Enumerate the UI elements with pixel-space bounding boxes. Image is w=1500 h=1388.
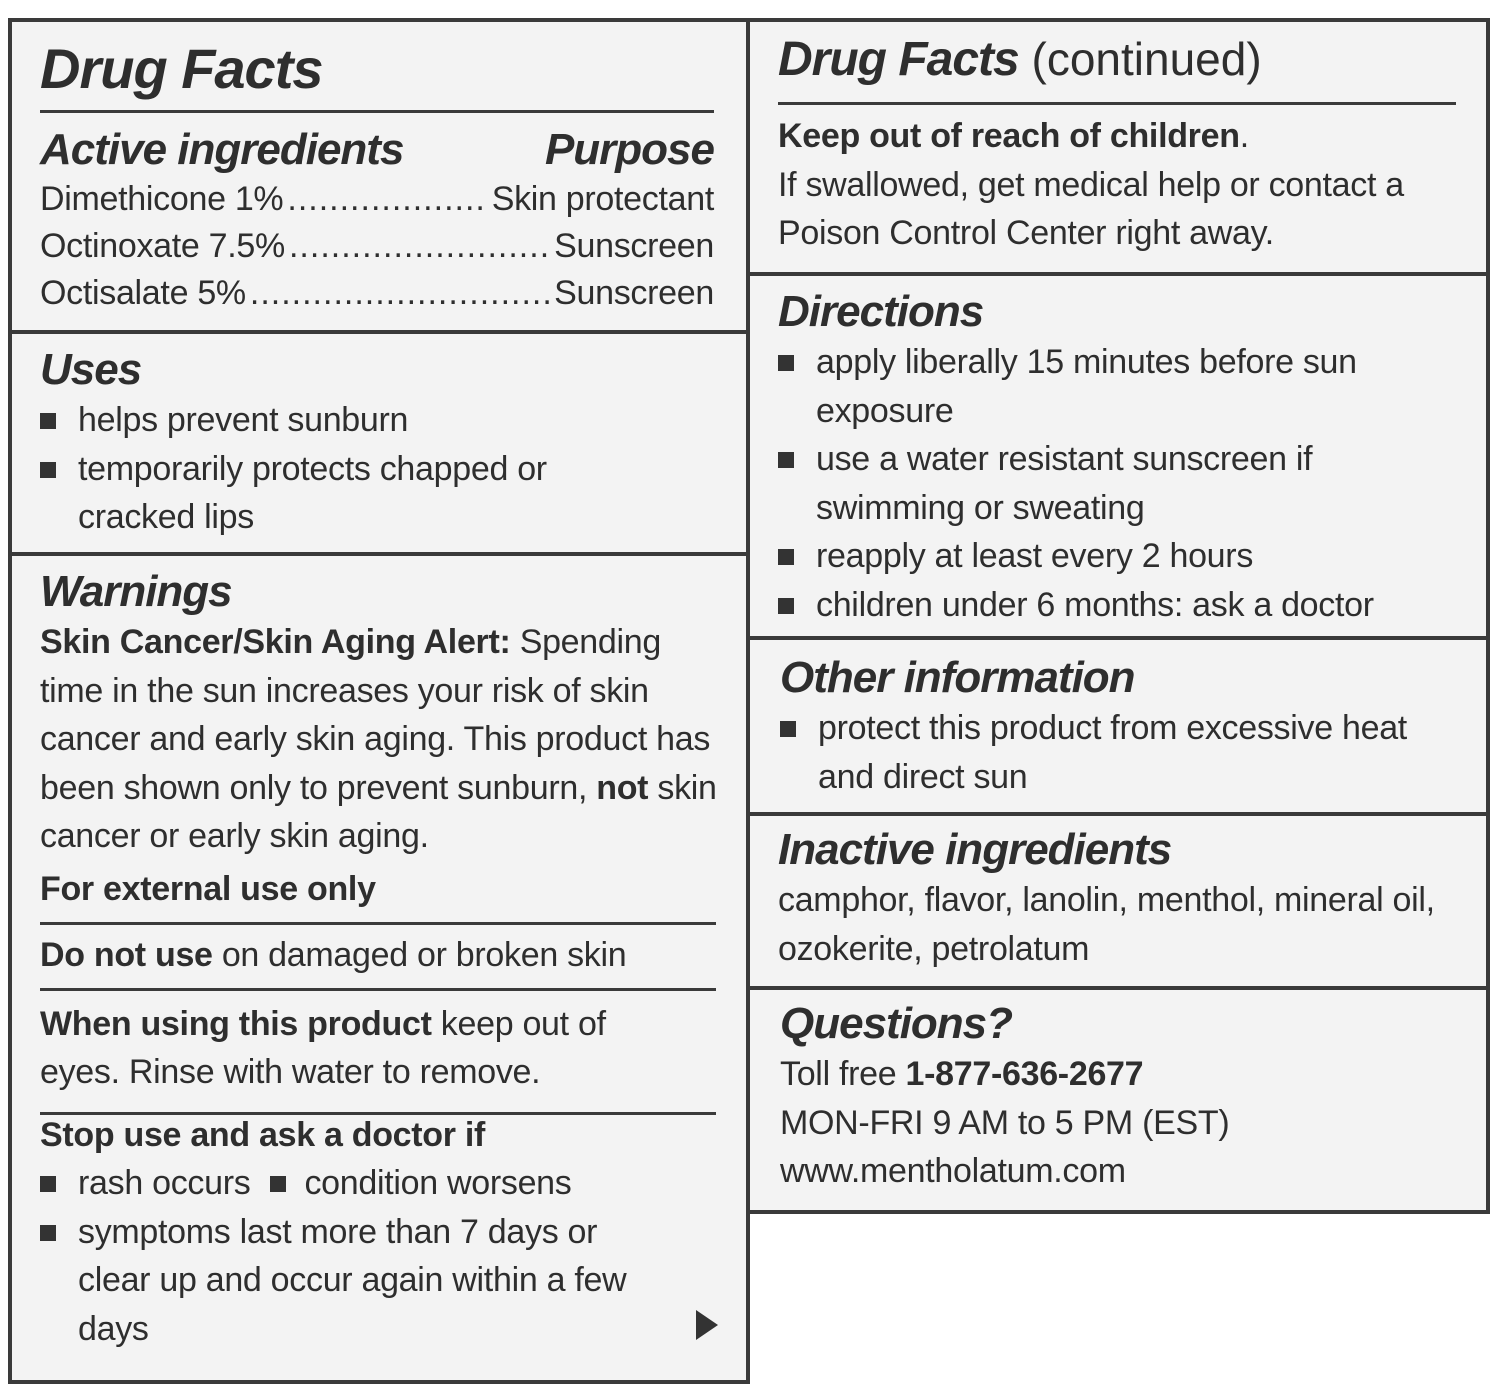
ingredient-row: Dimethicone 1% Skin protectant bbox=[40, 176, 714, 223]
not-label: not bbox=[596, 768, 649, 807]
active-ingredients-heading: Active ingredients bbox=[40, 125, 404, 174]
ingredient: Dimethicone 1% bbox=[40, 180, 284, 218]
purpose: Sunscreen bbox=[554, 227, 714, 265]
list-item: apply liberally 15 minutes before sun ex… bbox=[778, 338, 1448, 435]
warnings-heading: Warnings bbox=[40, 567, 233, 616]
when-using: When using this product keep out of eyes… bbox=[40, 1000, 670, 1097]
hours: MON-FRI 9 AM to 5 PM (EST) bbox=[780, 1103, 1230, 1142]
other-information-section: Other information protect this product f… bbox=[750, 636, 1486, 814]
keep-out-label: Keep out of reach of children bbox=[778, 117, 1240, 155]
purpose-heading: Purpose bbox=[544, 125, 715, 174]
inactive-ingredients-heading: Inactive ingredients bbox=[778, 825, 1172, 874]
directions-heading: Directions bbox=[778, 287, 984, 336]
ingredient: Octisalate 5% bbox=[40, 274, 246, 312]
other-information-heading: Other information bbox=[780, 653, 1136, 702]
keep-out-section: Drug Facts (continued) Keep out of reach… bbox=[750, 22, 1486, 272]
list-item: children under 6 months: ask a doctor bbox=[778, 581, 1448, 630]
questions-heading: Questions? bbox=[780, 999, 1013, 1048]
divider bbox=[40, 922, 716, 925]
divider bbox=[40, 1112, 716, 1115]
list-item: use a water resistant sunscreen if swimm… bbox=[778, 435, 1448, 532]
uses-heading: Uses bbox=[40, 345, 142, 394]
purpose: Sunscreen bbox=[554, 274, 714, 312]
list-item: temporarily protects chapped or cracked … bbox=[40, 445, 630, 542]
ingredient-row: Octisalate 5% Sunscreen bbox=[40, 270, 714, 317]
external-use: For external use only bbox=[40, 869, 376, 908]
divider bbox=[40, 988, 716, 991]
active-ingredients-section: Drug Facts Active ingredients Purpose Di… bbox=[12, 22, 746, 332]
skin-cancer-alert: Skin Cancer/Skin Aging Alert: Spending t… bbox=[40, 618, 722, 861]
website-link[interactable]: www.mentholatum.com bbox=[780, 1152, 1126, 1190]
list-item: rash occurs condition worsens bbox=[40, 1159, 640, 1208]
keep-out-text: If swallowed, get medical help or contac… bbox=[778, 165, 1404, 253]
stop-item: rash occurs bbox=[78, 1164, 251, 1202]
do-not-use-label: Do not use bbox=[40, 936, 213, 974]
directions-section: Directions apply liberally 15 minutes be… bbox=[750, 272, 1486, 638]
inactive-ingredients-text: camphor, flavor, lanolin, menthol, miner… bbox=[778, 881, 1435, 968]
alert-label: Skin Cancer/Skin Aging Alert: bbox=[40, 623, 511, 661]
drug-facts-left-panel: Drug Facts Active ingredients Purpose Di… bbox=[8, 18, 750, 1384]
list-item: helps prevent sunburn bbox=[40, 396, 630, 445]
phone-number[interactable]: 1-877-636-2677 bbox=[905, 1055, 1144, 1093]
questions-section: Questions? Toll free 1-877-636-2677 MON-… bbox=[750, 986, 1486, 1210]
ingredient-row: Octinoxate 7.5% Sunscreen bbox=[40, 223, 714, 270]
alert-text-2: skin cancer or early skin aging. bbox=[40, 768, 717, 856]
stop-item: condition worsens bbox=[304, 1164, 572, 1202]
uses-section: Uses helps prevent sunburn temporarily p… bbox=[12, 330, 746, 554]
alert-text: Spending time in the sun increases your … bbox=[40, 623, 711, 807]
stop-use-heading: Stop use and ask a doctor if bbox=[40, 1115, 486, 1154]
period: . bbox=[1239, 117, 1249, 155]
inactive-ingredients-section: Inactive ingredients camphor, flavor, la… bbox=[750, 812, 1486, 988]
when-using-text: keep out of eyes. Rinse with water to re… bbox=[40, 1004, 606, 1092]
toll-free-label: Toll free bbox=[780, 1055, 906, 1093]
when-using-label: When using this product bbox=[40, 1004, 432, 1043]
do-not-use: Do not use on damaged or broken skin bbox=[40, 931, 722, 980]
divider bbox=[778, 102, 1456, 105]
drug-facts-title: Drug Facts bbox=[40, 37, 324, 100]
list-item: symptoms last more than 7 days or clear … bbox=[40, 1208, 640, 1354]
continue-arrow-icon bbox=[696, 1310, 718, 1340]
do-not-use-text: on damaged or broken skin bbox=[212, 936, 627, 974]
drug-facts-continued-title: Drug Facts bbox=[778, 33, 1020, 86]
list-item: protect this product from excessive heat… bbox=[780, 704, 1420, 801]
warnings-section: Warnings Skin Cancer/Skin Aging Alert: S… bbox=[12, 552, 746, 1380]
list-item: reapply at least every 2 hours bbox=[778, 532, 1448, 581]
drug-facts-right-panel: Drug Facts (continued) Keep out of reach… bbox=[746, 18, 1490, 1214]
list-item: condition worsens bbox=[270, 1164, 572, 1202]
ingredient: Octinoxate 7.5% bbox=[40, 227, 285, 265]
purpose: Skin protectant bbox=[491, 180, 715, 218]
continued-label: (continued) bbox=[1018, 33, 1262, 85]
divider bbox=[40, 110, 714, 113]
